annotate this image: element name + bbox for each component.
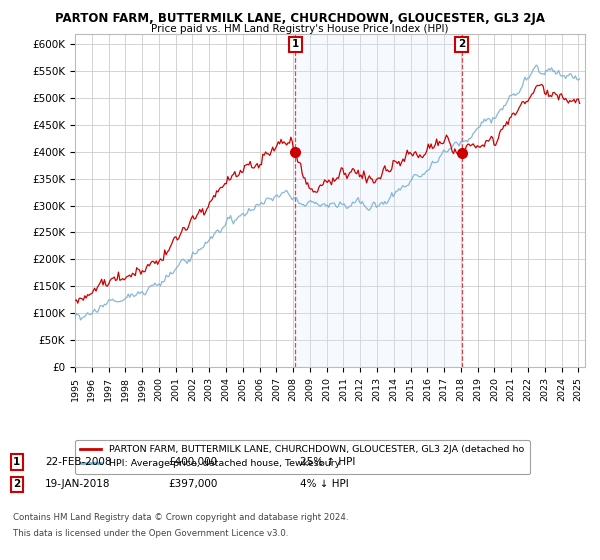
- Text: 2: 2: [13, 479, 20, 489]
- Text: Price paid vs. HM Land Registry's House Price Index (HPI): Price paid vs. HM Land Registry's House …: [151, 24, 449, 34]
- Text: Contains HM Land Registry data © Crown copyright and database right 2024.: Contains HM Land Registry data © Crown c…: [13, 514, 349, 522]
- Text: 1: 1: [13, 457, 20, 467]
- Text: £397,000: £397,000: [168, 479, 217, 489]
- Text: 2: 2: [458, 39, 466, 49]
- Bar: [295, 34, 461, 367]
- Text: 22-FEB-2008: 22-FEB-2008: [45, 457, 112, 467]
- Text: 1: 1: [292, 39, 299, 49]
- Text: 19-JAN-2018: 19-JAN-2018: [45, 479, 110, 489]
- Text: £400,000: £400,000: [168, 457, 217, 467]
- Text: 25% ↑ HPI: 25% ↑ HPI: [300, 457, 355, 467]
- Legend: PARTON FARM, BUTTERMILK LANE, CHURCHDOWN, GLOUCESTER, GL3 2JA (detached ho, HPI:: PARTON FARM, BUTTERMILK LANE, CHURCHDOWN…: [74, 440, 530, 474]
- Text: 4% ↓ HPI: 4% ↓ HPI: [300, 479, 349, 489]
- Text: This data is licensed under the Open Government Licence v3.0.: This data is licensed under the Open Gov…: [13, 529, 289, 538]
- Text: PARTON FARM, BUTTERMILK LANE, CHURCHDOWN, GLOUCESTER, GL3 2JA: PARTON FARM, BUTTERMILK LANE, CHURCHDOWN…: [55, 12, 545, 25]
